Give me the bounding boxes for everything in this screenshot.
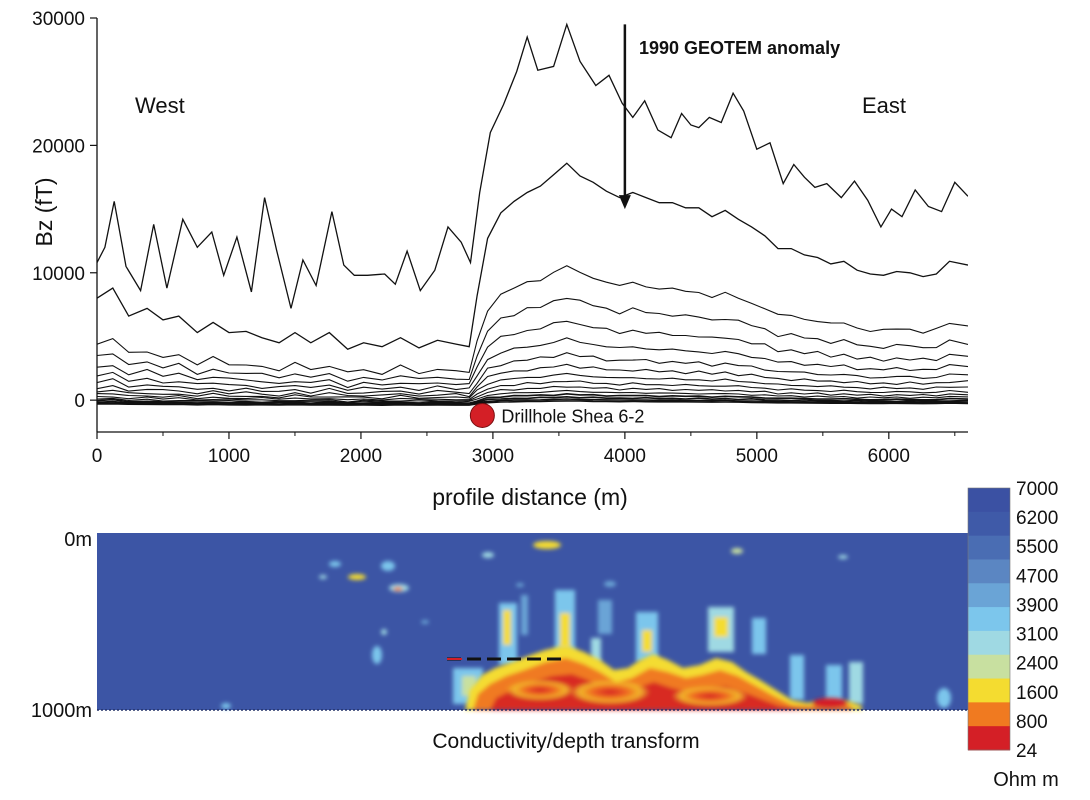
colorbar-label: 2400	[1016, 654, 1058, 675]
colorbar-label: 800	[1016, 712, 1048, 733]
colorbar-label: 4700	[1016, 566, 1058, 587]
colorbar: 7000 6200 5500 4700 3900 3100 2400 1600 800 24	[967, 479, 1058, 762]
bz-late-channel	[97, 297, 968, 382]
shallow-anomalies	[221, 541, 951, 709]
colorbar-label: 3100	[1016, 625, 1058, 646]
y-ticks: 0 10000 20000 30000	[32, 9, 97, 412]
y-tick-label: 30000	[32, 9, 85, 30]
y-tick-label: 10000	[32, 264, 85, 285]
deep-conductor	[465, 645, 862, 710]
colorbar-segment	[968, 678, 1010, 703]
x-tick-label: 1000	[208, 446, 250, 467]
bz-late-channel	[97, 337, 968, 391]
x-tick-label: 3000	[472, 446, 514, 467]
colorbar-label: 5500	[1016, 537, 1058, 558]
x-tick-label: 0	[92, 446, 103, 467]
bz-late-channel	[97, 380, 968, 401]
colorbar-segment	[968, 654, 1010, 680]
colorbar-label: 3900	[1016, 595, 1058, 616]
bz-series-line-1	[97, 22, 968, 309]
x-tick-label: 5000	[736, 446, 778, 467]
anomaly-label: 1990 GEOTEM anomaly	[639, 38, 840, 58]
colorbar-segment	[968, 488, 1010, 513]
y-tick-label: 20000	[32, 136, 85, 157]
anomaly-arrow	[618, 24, 631, 210]
conductivity-section: 0m 1000m Conductivity/depth transform 70…	[31, 479, 1059, 791]
x-ticks: 0 1000 2000 3000 4000 5000 6000	[92, 432, 956, 467]
colorbar-segment	[968, 630, 1010, 656]
depth-label-top: 0m	[64, 529, 92, 551]
depth-label-bottom: 1000m	[31, 700, 92, 722]
y-tick-label: 0	[74, 391, 85, 412]
anomaly-arrow-head	[618, 195, 631, 210]
drillhole-label: Drillhole Shea 6-2	[501, 406, 644, 426]
colorbar-segment	[968, 535, 1010, 560]
bz-late-channel	[97, 352, 968, 395]
bz-late-channel	[97, 372, 968, 400]
bz-profile-chart: 0 1000 2000 3000 4000 5000 6000 0 10000 20000 300…	[31, 9, 968, 510]
section-title: Conductivity/depth transform	[432, 730, 699, 753]
bz-series-line-2	[97, 162, 968, 350]
bz-late-channel	[97, 320, 968, 389]
x-tick-label: 4000	[604, 446, 646, 467]
x-tick-label: 6000	[868, 446, 910, 467]
colorbar-unit: Ohm m	[993, 769, 1059, 791]
x-tick-label: 2000	[340, 446, 382, 467]
bz-late-channel	[97, 265, 968, 375]
colorbar-segment	[968, 607, 1010, 632]
conductive-plumes	[453, 590, 863, 705]
west-label: West	[135, 93, 185, 118]
bz-late-channel	[97, 400, 968, 407]
colorbar-segment	[968, 726, 1010, 751]
drillhole-marker	[469, 402, 495, 428]
bz-series	[97, 22, 968, 407]
colorbar-segment	[968, 511, 1010, 537]
colorbar-segment	[968, 559, 1010, 584]
bz-late-channel	[97, 363, 968, 398]
colorbar-label: 24	[1016, 741, 1038, 762]
colorbar-label: 6200	[1016, 508, 1058, 529]
colorbar-label: 7000	[1016, 479, 1058, 500]
y-axis-label: Bz (fT)	[31, 178, 57, 247]
x-axis-label: profile distance (m)	[432, 484, 628, 510]
east-label: East	[862, 93, 906, 118]
bz-late-channel	[97, 385, 968, 403]
colorbar-frame	[967, 487, 1011, 751]
colorbar-segment	[968, 702, 1010, 727]
colorbar-segment	[968, 583, 1010, 608]
colorbar-label: 1600	[1016, 683, 1058, 704]
